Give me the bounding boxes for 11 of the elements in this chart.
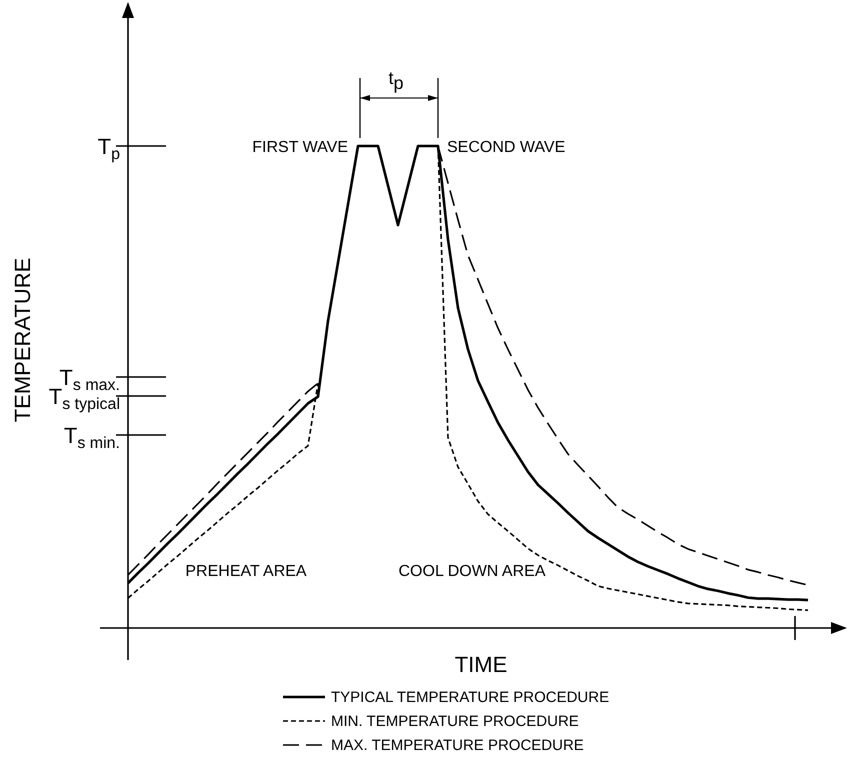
annotation: PREHEAT AREA — [185, 563, 307, 580]
text: T$_{p}$ — [98, 134, 120, 163]
legend-label: MIN. TEMPERATURE PROCEDURE — [331, 713, 579, 730]
annotation: COOL DOWN AREA — [398, 563, 546, 580]
legend-label: TYPICAL TEMPERATURE PROCEDURE — [331, 689, 610, 706]
y-axis-title: TEMPERATURE — [10, 258, 35, 422]
x-axis-title: TIME — [454, 652, 508, 677]
text: T$_{s min.}$ — [64, 423, 120, 452]
annotation: SECOND WAVE — [447, 139, 566, 156]
legend-label: MAX. TEMPERATURE PROCEDURE — [331, 737, 584, 754]
annotation: FIRST WAVE — [252, 139, 348, 156]
